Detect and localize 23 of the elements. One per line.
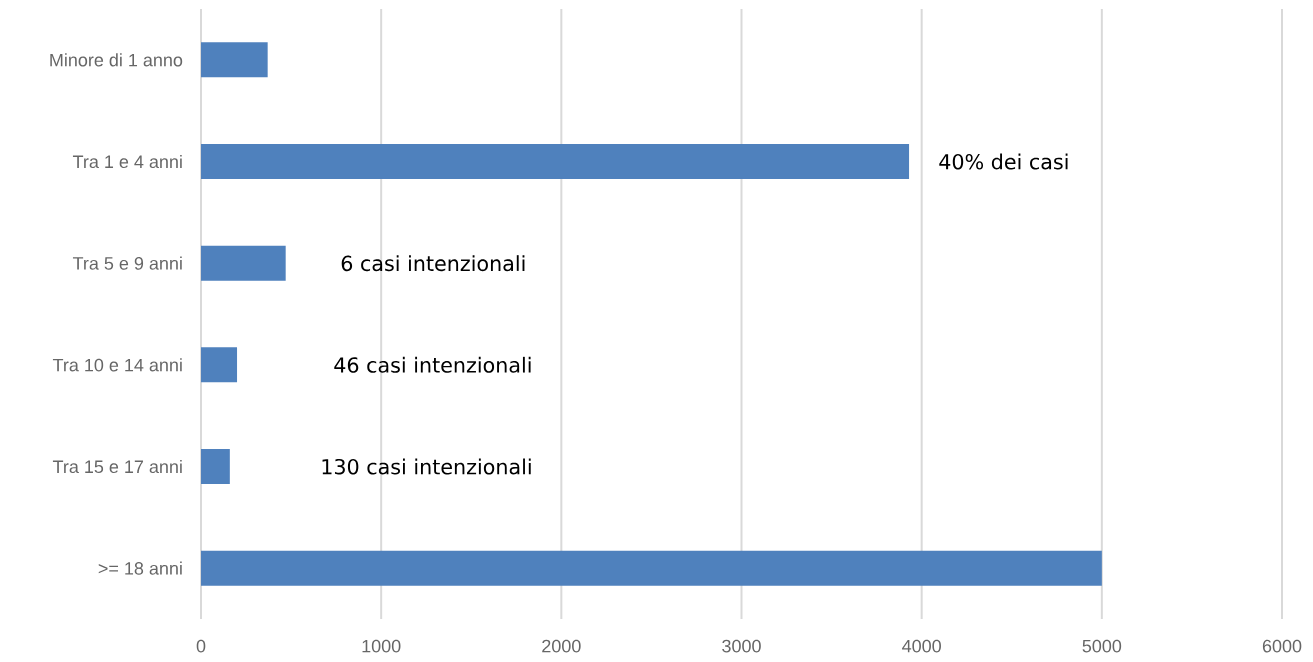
annotation: 130 casi intenzionali <box>322 458 531 475</box>
bar <box>201 449 230 485</box>
bar <box>201 42 268 78</box>
bar <box>201 550 1102 586</box>
x-tick-label: 1000 <box>362 639 401 653</box>
bar <box>201 347 238 383</box>
x-tick-label: 3000 <box>722 639 761 653</box>
y-tick-label: >= 18 anni <box>98 561 182 575</box>
x-tick-label: 2000 <box>542 639 581 653</box>
bar <box>201 245 286 281</box>
y-tick-label: Tra 1 e 4 anni <box>72 154 182 169</box>
annotation: 46 casi intenzionali <box>334 356 531 373</box>
x-tick-label: 0 <box>196 639 206 653</box>
x-tick-label: 4000 <box>902 639 941 653</box>
y-tick-label: Tra 10 e 14 anni <box>52 358 182 372</box>
bar <box>201 144 910 180</box>
annotation: 40% dei casi <box>939 153 1068 170</box>
y-tick-label: Tra 15 e 17 anni <box>52 459 182 474</box>
y-tick-label: Tra 5 e 9 anni <box>72 256 182 270</box>
annotation: 6 casi intenzionali <box>341 255 525 272</box>
y-tick-label: Minore di 1 anno <box>50 53 183 67</box>
x-tick-label: 6000 <box>1262 639 1302 653</box>
x-tick-label: 5000 <box>1082 639 1122 653</box>
